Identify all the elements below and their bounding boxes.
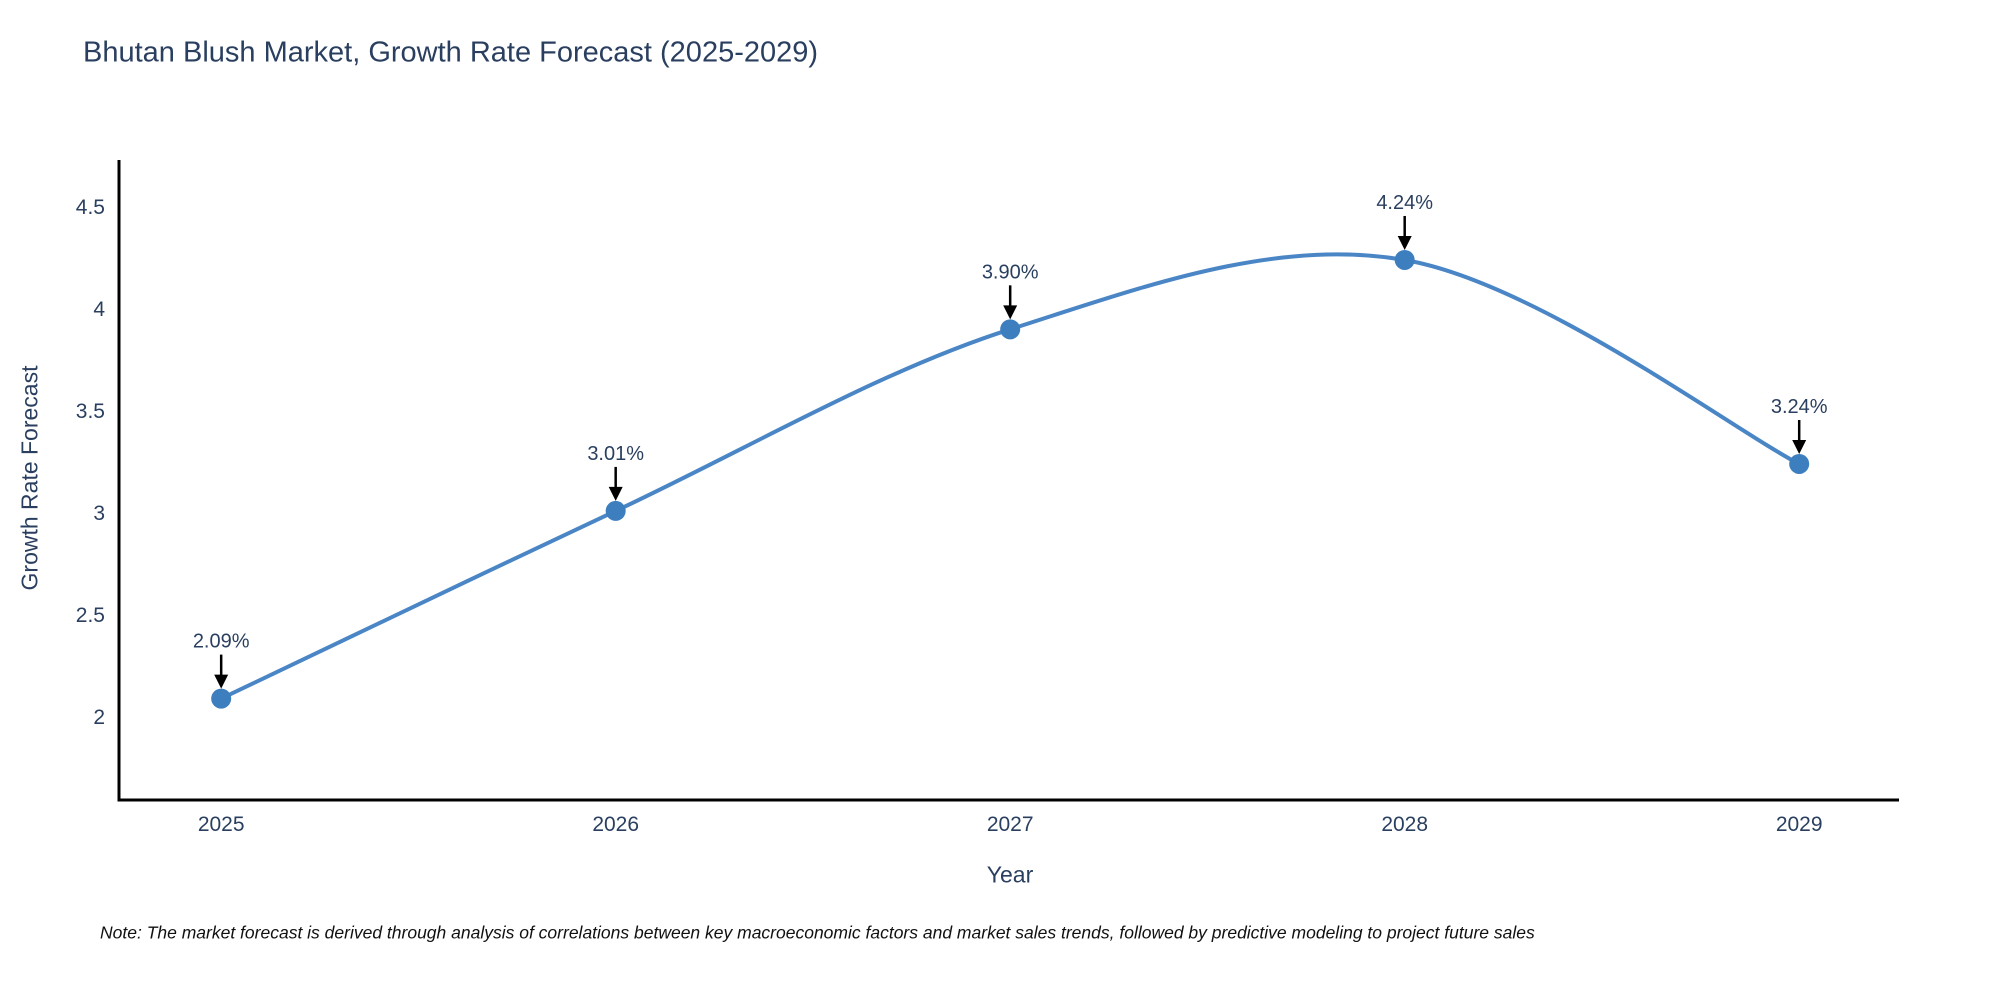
y-tick-label: 2.5	[76, 604, 105, 627]
data-point-label: 3.90%	[982, 261, 1039, 283]
data-point[interactable]	[1000, 319, 1021, 340]
y-tick-label: 4.5	[76, 196, 105, 219]
y-tick-label: 3.5	[76, 400, 105, 423]
data-point[interactable]	[1789, 453, 1810, 474]
data-point-label: 3.01%	[587, 443, 644, 465]
y-tick-label: 2	[93, 706, 105, 729]
x-tick-label: 2029	[1776, 813, 1823, 836]
data-point-label: 2.09%	[193, 631, 250, 653]
x-tick-label: 2025	[198, 813, 245, 836]
x-tick-label: 2027	[987, 813, 1034, 836]
x-tick-label: 2028	[1381, 813, 1428, 836]
annotation-arrowhead-icon	[1397, 235, 1412, 250]
annotation-arrowhead-icon	[608, 486, 623, 501]
y-tick-label: 4	[93, 298, 105, 321]
x-tick-label: 2026	[592, 813, 639, 836]
annotation-arrowhead-icon	[1003, 305, 1018, 320]
footnote: Note: The market forecast is derived thr…	[100, 922, 1535, 943]
data-point-label: 4.24%	[1376, 192, 1433, 214]
y-tick-label: 3	[93, 502, 105, 525]
data-point[interactable]	[605, 500, 626, 521]
y-axis-title: Growth Rate Forecast	[16, 365, 43, 591]
chart-title: Bhutan Blush Market, Growth Rate Forecas…	[83, 36, 819, 69]
annotation-arrowhead-icon	[1792, 439, 1807, 454]
data-point-label: 3.24%	[1771, 396, 1828, 418]
annotation-arrowhead-icon	[214, 674, 229, 689]
data-point[interactable]	[1394, 249, 1415, 270]
data-point[interactable]	[211, 688, 232, 709]
x-axis-title: Year	[986, 861, 1034, 888]
